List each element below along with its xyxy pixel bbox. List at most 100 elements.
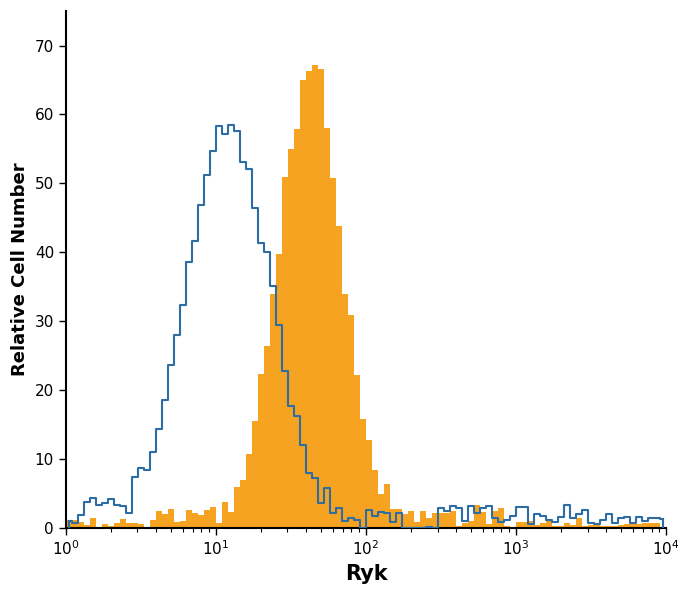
Bar [618, 525, 624, 528]
Bar [480, 512, 486, 528]
Bar [402, 515, 408, 528]
Bar [354, 375, 360, 528]
Bar [366, 440, 372, 528]
Bar [654, 523, 660, 528]
Bar [234, 487, 240, 528]
Bar [198, 515, 204, 528]
Bar [636, 524, 642, 528]
Bar [306, 71, 312, 528]
Bar [288, 149, 294, 528]
Bar [414, 522, 420, 528]
Bar [546, 521, 552, 528]
Bar [246, 453, 252, 528]
Bar [108, 526, 114, 528]
Bar [336, 226, 342, 528]
Bar [360, 419, 366, 528]
Bar [144, 527, 150, 528]
Bar [528, 521, 534, 528]
Bar [270, 294, 276, 528]
Bar [276, 254, 282, 528]
Bar [138, 524, 144, 528]
Bar [252, 421, 258, 528]
Bar [168, 509, 174, 528]
Bar [324, 127, 330, 528]
Bar [312, 65, 318, 528]
Bar [210, 507, 216, 528]
Bar [174, 522, 180, 528]
Bar [516, 522, 522, 528]
Bar [492, 511, 498, 528]
Bar [318, 68, 324, 528]
Bar [240, 480, 246, 528]
Bar [384, 484, 390, 528]
Bar [222, 502, 228, 528]
Bar [216, 524, 222, 528]
Bar [444, 513, 450, 528]
Bar [66, 520, 72, 528]
Bar [564, 523, 570, 528]
Bar [552, 526, 558, 528]
Bar [258, 374, 264, 528]
Bar [600, 526, 606, 528]
Bar [438, 513, 444, 528]
Bar [132, 524, 138, 528]
Bar [450, 511, 456, 528]
Bar [102, 524, 108, 528]
Y-axis label: Relative Cell Number: Relative Cell Number [11, 162, 29, 376]
X-axis label: Ryk: Ryk [345, 564, 387, 584]
Bar [348, 315, 354, 528]
Bar [150, 521, 155, 528]
Bar [510, 527, 516, 528]
Bar [408, 511, 414, 528]
Bar [396, 509, 402, 528]
Bar [498, 508, 504, 528]
Bar [192, 513, 198, 528]
Bar [126, 523, 132, 528]
Bar [642, 523, 648, 528]
Bar [264, 346, 270, 528]
Bar [624, 524, 630, 528]
Bar [468, 521, 474, 528]
Bar [594, 525, 600, 528]
Bar [342, 293, 348, 528]
Bar [90, 518, 96, 528]
Bar [72, 519, 78, 528]
Bar [420, 511, 426, 528]
Bar [504, 526, 510, 528]
Bar [606, 526, 612, 528]
Bar [570, 525, 576, 528]
Bar [204, 510, 210, 528]
Bar [588, 525, 594, 528]
Bar [282, 177, 288, 528]
Bar [120, 519, 126, 528]
Bar [180, 521, 186, 528]
Bar [456, 526, 462, 528]
Bar [155, 512, 162, 528]
Bar [162, 514, 168, 528]
Bar [576, 518, 582, 528]
Bar [300, 80, 306, 528]
Bar [474, 505, 480, 528]
Bar [558, 526, 564, 528]
Bar [426, 518, 432, 528]
Bar [390, 509, 396, 528]
Bar [540, 523, 546, 528]
Bar [228, 512, 234, 528]
Bar [294, 130, 300, 528]
Bar [534, 525, 540, 528]
Bar [96, 527, 102, 528]
Bar [630, 524, 636, 528]
Bar [486, 524, 492, 528]
Bar [522, 522, 528, 528]
Bar [78, 522, 84, 528]
Bar [330, 178, 336, 528]
Bar [378, 494, 384, 528]
Bar [432, 513, 438, 528]
Bar [372, 470, 378, 528]
Bar [84, 525, 90, 528]
Bar [648, 523, 654, 528]
Bar [186, 510, 192, 528]
Bar [582, 526, 588, 528]
Bar [612, 526, 618, 528]
Bar [114, 522, 120, 528]
